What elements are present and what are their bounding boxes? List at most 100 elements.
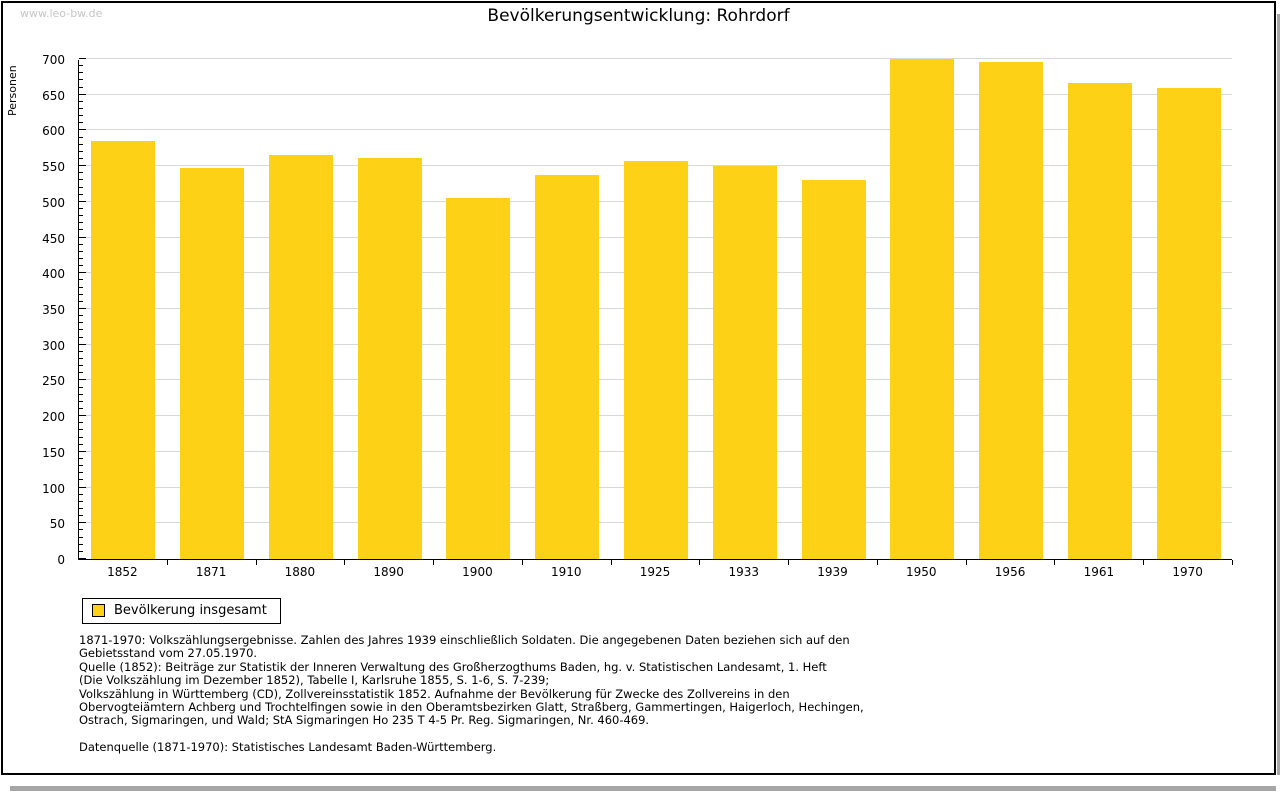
gridline: [79, 129, 1232, 131]
y-axis-tick: [79, 172, 83, 174]
y-axis-tick: [79, 72, 83, 74]
x-tick-label: 1900: [462, 565, 493, 579]
y-axis-tick: [79, 372, 83, 374]
y-axis-tick: [79, 308, 86, 309]
y-tick-label: 100: [42, 481, 65, 496]
bar-1956: [979, 61, 1044, 559]
x-axis-tick: [1054, 560, 1056, 565]
y-axis-tick: [79, 465, 83, 467]
y-axis-tick: [79, 236, 86, 238]
footnote-line: Obervogteiämtern Achberg und Trochtelfin…: [79, 699, 864, 714]
y-axis-tick: [79, 365, 83, 367]
plot-area: [78, 58, 1233, 565]
y-axis-tick: [79, 93, 86, 95]
chart-frame: www.leo-bw.de Bevölkerungsentwicklung: R…: [1, 1, 1276, 775]
y-axis-tick: [79, 379, 86, 381]
bar-1925: [624, 161, 688, 559]
x-axis-tick: [255, 560, 257, 565]
x-tick-label: 1970: [1172, 565, 1203, 579]
x-tick-label: 1950: [906, 565, 937, 579]
x-axis-tick: [610, 560, 612, 565]
y-axis-tick: [79, 122, 83, 124]
y-axis-tick: [79, 400, 83, 402]
bar-1900: [446, 198, 511, 559]
x-tick-label: 1961: [1083, 565, 1115, 579]
y-axis-tick: [79, 522, 86, 524]
y-axis-tick: [79, 558, 86, 559]
legend-label: Bevölkerung insgesamt: [114, 603, 267, 618]
x-axis-tick: [521, 560, 523, 565]
y-axis-tick: [79, 150, 83, 152]
y-axis-tick: [79, 436, 83, 438]
x-tick-label: 1933: [728, 565, 760, 579]
y-axis-tick: [79, 550, 83, 552]
y-axis-tick: [79, 529, 83, 531]
x-tick-label: 1890: [373, 565, 404, 579]
x-tick-label: 1880: [284, 565, 316, 579]
y-axis-tick: [79, 343, 86, 345]
y-axis-tick: [79, 293, 83, 295]
y-tick-label: 0: [57, 553, 65, 567]
x-tick-label: 1852: [107, 565, 138, 579]
x-tick-label: 1871: [195, 565, 227, 579]
x-axis-tick: [1232, 560, 1233, 565]
y-axis-tick: [79, 415, 86, 417]
y-axis-tick: [79, 215, 83, 217]
y-axis-tick: [79, 322, 83, 324]
y-tick-label: 200: [42, 410, 65, 425]
y-axis-tick: [79, 200, 86, 202]
y-axis-tick: [79, 536, 83, 538]
x-axis-tick: [344, 560, 346, 565]
watermark: www.leo-bw.de: [20, 7, 103, 20]
bar-1910: [535, 174, 600, 559]
x-axis-tick: [876, 560, 878, 565]
x-axis-tick: [1143, 560, 1145, 565]
y-axis-tick: [79, 265, 83, 267]
legend-swatch: [92, 604, 105, 617]
y-axis-tick: [79, 222, 83, 224]
y-axis-tick: [79, 493, 83, 495]
y-axis-tick: [79, 486, 86, 488]
y-axis-tick: [79, 243, 83, 245]
y-tick-labels: 0 50 100 150 200 250 300 350 400 450 500 550 600 650 7…: [3, 53, 71, 567]
y-tick-label: 400: [42, 267, 65, 282]
footnote-line: Quelle (1852): Beiträge zur Statistik de…: [79, 659, 827, 674]
y-axis-tick: [79, 250, 83, 252]
y-axis-tick: [79, 350, 83, 352]
bar-1961: [1067, 83, 1132, 559]
chart-title: Bevölkerungsentwicklung: Rohrdorf: [487, 6, 790, 26]
y-axis-tick: [79, 508, 83, 509]
y-axis-tick: [79, 500, 83, 502]
y-axis-tick: [79, 422, 83, 424]
y-axis-tick: [79, 143, 83, 145]
footnote-line: Volkszählung in Württemberg (CD), Zollve…: [79, 686, 790, 701]
bar-1890: [357, 157, 422, 559]
frame-shadow-bottom: [10, 786, 1276, 791]
y-axis-tick: [79, 515, 83, 517]
x-tick-labels: 1852 1871 1880 1890 1900 1910 1925 1933 1939 1950…: [78, 565, 1232, 581]
footnote-line: Ostrach, Sigmaringen, und Wald; StA Sigm…: [79, 713, 650, 728]
y-axis-tick: [79, 300, 83, 302]
y-axis-tick: [79, 393, 83, 395]
legend: Bevölkerung insgesamt: [82, 598, 281, 624]
y-axis-tick: [79, 472, 83, 474]
y-axis-tick: [79, 158, 83, 159]
y-axis-tick: [79, 429, 83, 431]
y-axis-tick: [79, 543, 83, 545]
bar-1852: [91, 141, 156, 559]
y-axis-tick: [79, 450, 86, 452]
y-axis-tick: [79, 186, 83, 188]
footnote-block: 1871-1970: Volkszählungsergebnisse. Zahl…: [79, 633, 864, 754]
y-axis-tick: [79, 358, 83, 359]
x-axis-tick: [965, 560, 967, 565]
y-axis-tick: [79, 272, 86, 274]
y-axis-tick: [79, 193, 83, 195]
y-axis-tick: [79, 386, 83, 388]
bar-1933: [712, 166, 777, 559]
y-axis-tick: [79, 458, 83, 459]
y-tick-label: 700: [42, 53, 65, 67]
y-axis-tick: [79, 315, 83, 317]
y-axis-tick: [79, 65, 83, 67]
datasource-note: Datenquelle (1871-1970): Statistisches L…: [79, 739, 497, 754]
bar-1970: [1156, 87, 1221, 559]
